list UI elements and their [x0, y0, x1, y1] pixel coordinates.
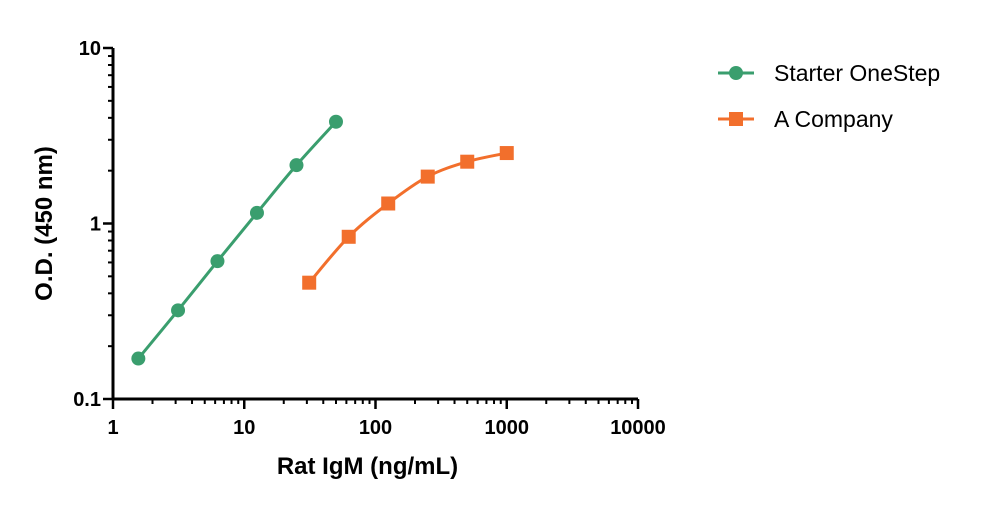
series-a-company — [302, 146, 514, 290]
axes: 0.1 1 10 1 10 100 1000 10000 — [73, 38, 666, 439]
x-tick-label: 1 — [107, 417, 118, 439]
y-tick-label: 1 — [90, 214, 101, 236]
y-axis-ticks: 0.1 1 10 — [73, 38, 113, 411]
series-starter-onestep — [131, 114, 343, 366]
legend-marker-starter-onestep — [729, 66, 743, 80]
series-line-a-company — [308, 151, 508, 284]
data-point-starter-onestep — [328, 114, 343, 129]
x-tick-label: 10 — [233, 417, 255, 439]
x-tick-label: 1000 — [485, 417, 530, 439]
x-axis-ticks: 1 10 100 1000 10000 — [107, 399, 666, 439]
y-tick-label: 10 — [79, 38, 101, 60]
series-line-starter-onestep — [137, 120, 338, 360]
data-point-a-company — [341, 229, 356, 244]
data-point-starter-onestep — [289, 158, 304, 173]
data-point-a-company — [302, 275, 317, 290]
data-point-starter-onestep — [249, 205, 264, 220]
legend-item-starter-onestep: Starter OneStep — [718, 60, 940, 86]
data-point-starter-onestep — [171, 303, 186, 318]
legend-item-a-company: A Company — [718, 106, 893, 132]
data-point-a-company — [420, 169, 435, 184]
legend: Starter OneStep A Company — [718, 60, 940, 132]
data-point-starter-onestep — [131, 351, 146, 366]
x-axis-title: Rat IgM (ng/mL) — [277, 453, 458, 480]
y-axis-title: O.D. (450 nm) — [31, 146, 58, 301]
legend-label-starter-onestep: Starter OneStep — [774, 60, 940, 86]
data-point-a-company — [460, 154, 475, 169]
plot-series — [131, 114, 514, 366]
x-tick-label: 100 — [359, 417, 392, 439]
x-tick-label: 10000 — [610, 417, 666, 439]
data-point-starter-onestep — [210, 254, 225, 269]
data-point-a-company — [381, 196, 396, 211]
y-tick-label: 0.1 — [73, 389, 101, 411]
legend-marker-a-company — [729, 112, 743, 126]
legend-label-a-company: A Company — [774, 106, 893, 132]
data-point-a-company — [499, 146, 514, 161]
